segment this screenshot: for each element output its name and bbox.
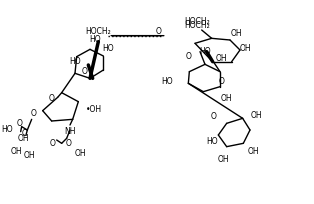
Text: NH: NH bbox=[64, 127, 76, 136]
Text: HO: HO bbox=[161, 77, 172, 86]
Text: OH: OH bbox=[18, 134, 29, 143]
Text: OH: OH bbox=[216, 54, 227, 63]
Text: HO: HO bbox=[206, 137, 218, 146]
Text: O: O bbox=[210, 112, 216, 121]
Text: C: C bbox=[22, 129, 27, 138]
Text: OH: OH bbox=[251, 111, 263, 120]
Text: O: O bbox=[82, 67, 88, 76]
Text: HO: HO bbox=[69, 57, 81, 66]
Text: OH: OH bbox=[24, 151, 35, 160]
Text: HO: HO bbox=[89, 35, 101, 44]
Text: O: O bbox=[65, 139, 71, 148]
Text: O: O bbox=[219, 77, 225, 86]
Text: HOCH₂: HOCH₂ bbox=[85, 27, 111, 36]
Text: OH: OH bbox=[218, 155, 229, 164]
Text: O: O bbox=[49, 94, 55, 103]
Text: HO: HO bbox=[2, 125, 13, 134]
Text: OH: OH bbox=[221, 94, 232, 103]
Text: O: O bbox=[50, 139, 56, 148]
Text: HOCH₂: HOCH₂ bbox=[184, 17, 209, 26]
Text: OH: OH bbox=[239, 44, 251, 53]
Text: O: O bbox=[155, 27, 161, 36]
Text: OH: OH bbox=[247, 147, 259, 156]
Text: O: O bbox=[30, 109, 36, 118]
Text: O: O bbox=[185, 52, 191, 61]
Text: OH: OH bbox=[11, 147, 23, 156]
Text: O: O bbox=[17, 119, 23, 128]
Text: OH: OH bbox=[74, 149, 86, 158]
Text: HOCH₂: HOCH₂ bbox=[184, 20, 209, 30]
Text: OH: OH bbox=[231, 30, 242, 39]
Text: •OH: •OH bbox=[86, 105, 102, 114]
Text: HO: HO bbox=[102, 44, 114, 53]
Text: HO: HO bbox=[199, 47, 211, 56]
